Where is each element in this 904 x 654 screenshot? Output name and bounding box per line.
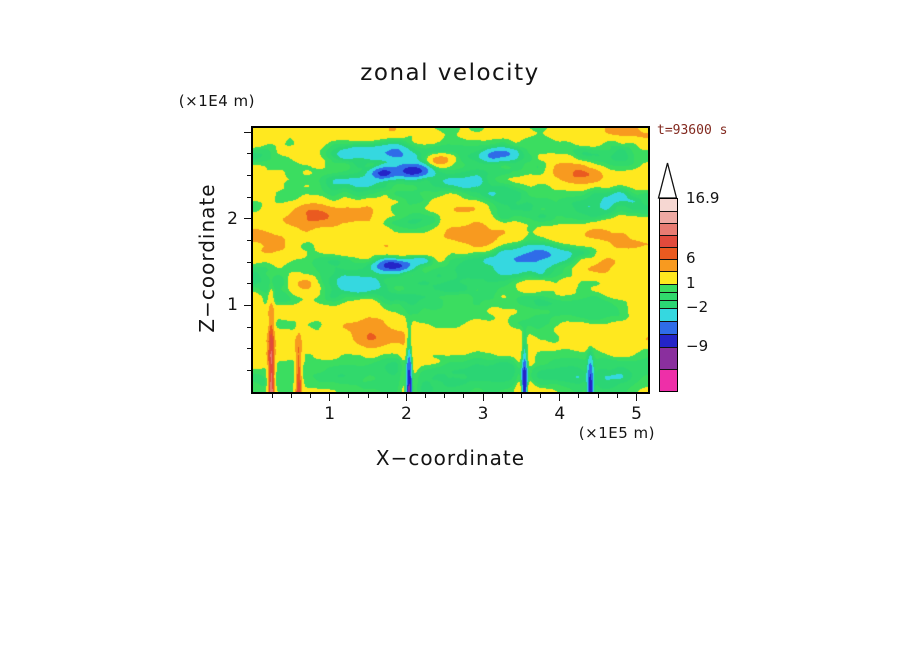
x-minor-tick [367, 394, 369, 398]
colorbar [659, 198, 678, 392]
y-axis-label: Z−coordinate [195, 183, 219, 333]
x-major-tick [559, 394, 561, 401]
chart-title: zonal velocity [360, 60, 540, 86]
x-minor-tick [616, 394, 618, 398]
x-tick-label: 1 [324, 404, 336, 424]
colorbar-segment [660, 300, 677, 308]
colorbar-segment [660, 284, 677, 292]
colorbar-segment [660, 308, 677, 321]
x-tick-label: 5 [631, 404, 642, 424]
colorbar-arrow-shape [657, 162, 678, 199]
y-minor-tick [247, 326, 251, 328]
colorbar-segment [660, 292, 677, 300]
x-minor-tick [271, 394, 273, 398]
x-minor-tick [310, 394, 312, 398]
x-minor-tick [463, 394, 465, 398]
heatmap-canvas [253, 128, 648, 392]
x-major-tick [329, 394, 331, 401]
x-major-tick [635, 394, 637, 401]
colorbar-segment [660, 334, 677, 347]
colorbar-segment [660, 235, 677, 247]
x-axis-unit-label: (×1E5 m) [578, 424, 655, 442]
y-major-tick [244, 131, 251, 133]
x-minor-tick [540, 394, 542, 398]
x-minor-tick [578, 394, 580, 398]
x-minor-tick [386, 394, 388, 398]
x-tick-label: 4 [554, 404, 566, 424]
colorbar-arrow [657, 162, 678, 199]
y-tick-label: 2 [227, 208, 238, 229]
x-minor-tick [520, 394, 522, 398]
x-minor-tick [444, 394, 446, 398]
colorbar-tick-label: 1 [686, 274, 696, 292]
x-major-tick [482, 394, 484, 401]
x-tick-label: 3 [477, 404, 489, 424]
x-minor-tick [501, 394, 503, 398]
colorbar-segment [660, 271, 677, 284]
colorbar-tick-label: 6 [686, 249, 696, 267]
y-minor-tick [247, 348, 251, 350]
x-tick-label: 2 [400, 404, 412, 424]
colorbar-segment [660, 211, 677, 223]
y-minor-tick [247, 369, 251, 371]
plot-frame [251, 126, 650, 394]
colorbar-tick-label: −2 [686, 298, 709, 316]
y-minor-tick [247, 153, 251, 155]
colorbar-segment [660, 347, 677, 369]
y-major-tick [244, 304, 251, 306]
y-axis-unit-label: (×1E4 m) [178, 92, 255, 110]
x-minor-tick [348, 394, 350, 398]
colorbar-segment [660, 247, 677, 259]
x-axis-label: X−coordinate [375, 446, 526, 470]
y-minor-tick [247, 196, 251, 198]
x-major-tick [405, 394, 407, 401]
y-tick-label: 1 [227, 295, 238, 316]
colorbar-segment [660, 259, 677, 271]
time-annotation: t=93600 s [657, 123, 728, 138]
x-minor-tick [597, 394, 599, 398]
colorbar-segment [660, 369, 677, 391]
colorbar-segment [660, 199, 677, 211]
colorbar-segment [660, 321, 677, 334]
y-major-tick [244, 218, 251, 220]
y-minor-tick [247, 240, 251, 242]
colorbar-tick-label: −9 [686, 337, 709, 355]
x-minor-tick [290, 394, 292, 398]
y-minor-tick [247, 175, 251, 177]
y-minor-tick [247, 283, 251, 285]
colorbar-tick-label: 16.9 [686, 189, 720, 207]
colorbar-segment [660, 223, 677, 235]
y-minor-tick [247, 261, 251, 263]
x-minor-tick [425, 394, 427, 398]
